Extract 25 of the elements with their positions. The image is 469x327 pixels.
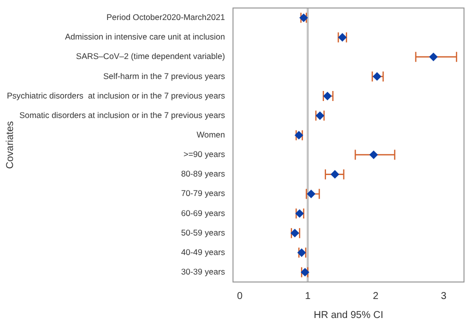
y-tick-label: 30-39 years (181, 266, 225, 277)
x-axis-title: HR and 95% CI (314, 310, 384, 321)
y-tick-label: Women (196, 129, 226, 140)
x-tick-label: 1 (304, 290, 311, 302)
y-tick-label: 70-79 years (181, 188, 225, 198)
point (370, 150, 378, 159)
y-tick-label: Somatic disorders at inclusion or in the 7 previous years (19, 110, 225, 120)
point (429, 52, 438, 62)
x-tick-label: 0 (237, 290, 244, 302)
point (330, 170, 340, 178)
y-axis-title: Covariates (4, 121, 16, 169)
x-tick-label: 3 (440, 290, 447, 302)
point (372, 72, 382, 81)
y-tick-label: Psychiatric disorders at inclusion or in the 7 previous years (6, 90, 225, 100)
y-tick-label: Period October2020-March2021 (106, 12, 226, 22)
y-tick-label: 50-59 years (181, 227, 225, 238)
y-tick-label: 40-49 years (181, 246, 225, 257)
y-tick-label: Self-harm in the 7 previous years (103, 70, 225, 81)
point (307, 190, 316, 198)
y-tick-label: Admission in intensive care unit at inclusion (64, 32, 226, 42)
y-tick-label: >=90 years (183, 149, 225, 160)
y-tick-label: 60-69 years (181, 208, 225, 218)
y-tick-label: SARS–CoV–2 (time dependent variable) (76, 51, 226, 62)
x-tick-label: 2 (372, 290, 379, 302)
y-tick-label: 80-89 years (181, 168, 225, 179)
